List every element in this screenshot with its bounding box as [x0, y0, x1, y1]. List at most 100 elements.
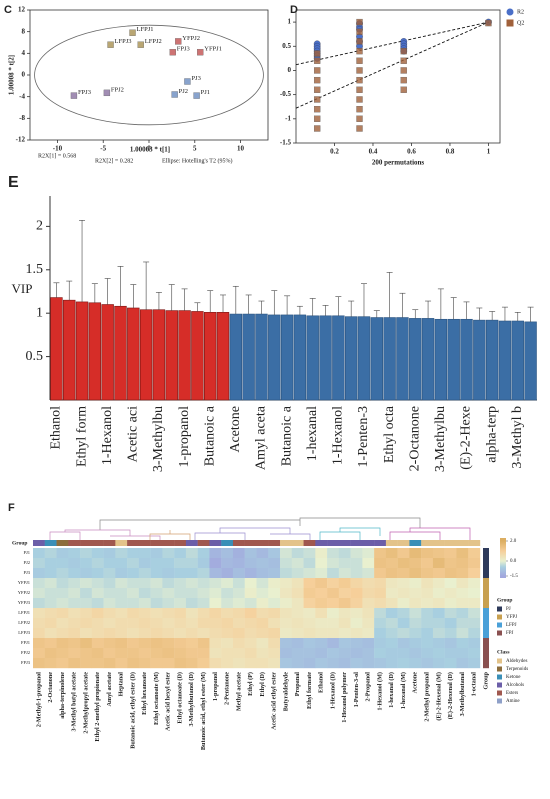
heat-cell	[303, 548, 316, 559]
point	[314, 67, 321, 74]
heat-cell	[80, 608, 93, 619]
heat-cell	[68, 618, 81, 629]
heat-cell	[350, 548, 363, 559]
heat-cell	[315, 598, 328, 609]
y-tick-label: 2	[36, 219, 43, 234]
point	[356, 67, 363, 74]
heat-cell	[68, 638, 81, 649]
heat-cell	[197, 608, 210, 619]
heat-cell	[280, 598, 292, 609]
heat-cell	[115, 578, 128, 589]
heat-cell	[256, 548, 269, 559]
heat-cell	[103, 578, 116, 589]
heat-cell	[197, 548, 210, 559]
heat-cell	[197, 658, 210, 669]
heat-cell	[103, 548, 116, 559]
heat-cell	[244, 568, 257, 579]
y-tick-label: 0	[22, 71, 26, 79]
heat-cell	[291, 638, 304, 649]
heat-cell	[444, 608, 457, 619]
heat-cell	[209, 638, 222, 649]
heat-cell	[56, 628, 69, 639]
group-legend-swatch	[497, 622, 502, 628]
heat-cell	[33, 588, 45, 599]
point	[169, 49, 176, 56]
heat-cell	[80, 578, 93, 589]
class-strip-cell	[91, 540, 104, 546]
heat-cell	[421, 658, 434, 669]
heat-cell	[256, 558, 269, 569]
heat-cell	[33, 628, 45, 639]
group-strip-cell	[483, 568, 489, 579]
point	[356, 47, 363, 55]
column-label: Butanoic acid, ethyl ester (M)	[200, 672, 207, 750]
heat-cell	[232, 558, 245, 569]
heat-cell	[338, 578, 351, 589]
heat-cell	[115, 658, 128, 669]
heat-cell	[209, 578, 222, 589]
class-strip-cell	[80, 540, 93, 546]
legend-label: R2	[517, 9, 524, 15]
heat-cell	[291, 558, 304, 569]
heat-cell	[33, 558, 45, 569]
heat-cell	[468, 598, 481, 609]
heat-cell	[138, 628, 151, 639]
point	[107, 41, 114, 48]
heat-cell	[115, 628, 128, 639]
heat-cell	[244, 558, 257, 569]
class-strip-cell	[56, 540, 69, 546]
heat-cell	[33, 568, 45, 579]
heat-cell	[185, 658, 198, 669]
column-label: (E)-2-Hexenal (D)	[447, 672, 454, 719]
class-legend-swatch	[497, 690, 502, 696]
heat-cell	[374, 608, 387, 619]
heat-cell	[174, 638, 187, 649]
heat-cell	[68, 658, 81, 669]
colorbar-tick-label: 2.0	[510, 539, 517, 544]
heat-cell	[385, 588, 398, 599]
row-label: PJ3	[23, 570, 30, 575]
x-tick-label: 3-Methylbu	[151, 406, 166, 472]
heat-cell	[244, 598, 257, 609]
heat-cell	[280, 588, 292, 599]
heat-cell	[127, 568, 140, 579]
class-strip-cell	[456, 540, 469, 546]
heat-cell	[315, 558, 328, 569]
heat-cell	[197, 578, 210, 589]
x-tick-label: 0	[147, 145, 151, 153]
heat-cell	[315, 618, 328, 629]
heat-cell	[80, 648, 93, 659]
heat-cell	[385, 618, 398, 629]
heat-cell	[150, 568, 163, 579]
heat-cell	[232, 608, 245, 619]
point	[193, 92, 200, 99]
heat-cell	[444, 558, 457, 569]
column-label: 2-Methyl-1-propanol	[35, 672, 42, 728]
point	[356, 57, 363, 64]
column-label: Ethyl formate	[306, 672, 313, 709]
heat-cell	[385, 568, 398, 579]
heat-cell	[280, 548, 292, 559]
heat-cell	[138, 588, 151, 599]
heat-cell	[33, 578, 45, 589]
heat-cell	[409, 558, 422, 569]
note: Ellipse: Hotelling's T2 (95%)	[162, 157, 232, 164]
column-label: Heptanal	[118, 672, 125, 697]
heat-cell	[456, 558, 469, 569]
point	[400, 57, 407, 64]
heat-cell	[127, 618, 140, 629]
heat-cell	[185, 568, 198, 579]
heat-cell	[397, 658, 410, 669]
bar	[344, 316, 358, 401]
class-strip-cell	[280, 540, 292, 546]
heat-cell	[468, 548, 481, 559]
heat-cell	[444, 548, 457, 559]
heat-cell	[103, 608, 116, 619]
class-strip-cell	[374, 540, 387, 546]
point	[137, 41, 144, 48]
heat-cell	[350, 588, 363, 599]
x-tick-label: 1-Hexanol	[100, 406, 115, 465]
bar	[306, 315, 319, 401]
heat-cell	[444, 648, 457, 659]
bar	[319, 315, 332, 401]
